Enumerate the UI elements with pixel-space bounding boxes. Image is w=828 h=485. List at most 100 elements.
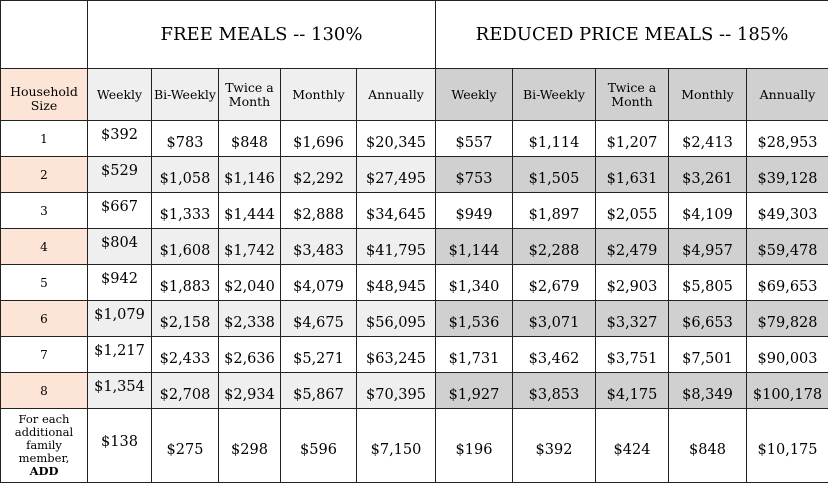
corner-cell: [0, 0, 88, 69]
free-twice-month-cell: $1,146: [218, 156, 281, 193]
cell-value: $2,903: [606, 278, 658, 295]
free-twice-month-cell: $848: [218, 120, 281, 157]
cell-value: $1,058: [159, 170, 211, 187]
reduced-weekly-cell: $949: [435, 192, 513, 229]
free-biweekly-cell: $1,883: [151, 264, 219, 301]
cell-value: $48,945: [366, 278, 426, 295]
free-monthly-header: Monthly: [280, 68, 357, 121]
table-row: 3 $667 $1,333 $1,444 $2,888 $34,645 $949 $1,897…: [0, 192, 828, 229]
cell-value: $4,079: [293, 278, 344, 295]
cell-value: $3,483: [293, 242, 344, 259]
free-annually-cell: $48,945: [356, 264, 436, 301]
reduced-twice-month-cell: $1,631: [595, 156, 669, 193]
cell-value: $27,495: [366, 170, 426, 187]
free-twice-month-cell: $2,934: [218, 372, 281, 409]
free-annually-cell: $41,795: [356, 228, 436, 265]
cell-value: $1,731: [448, 350, 500, 367]
additional-free-twice-month-cell: $298: [218, 408, 281, 483]
cell-value: $2,708: [159, 386, 211, 403]
reduced-annually-cell: $100,178: [745, 372, 828, 409]
cell-value: $49,303: [757, 206, 818, 223]
free-twice-month-cell: $1,444: [218, 192, 281, 229]
reduced-biweekly-cell: $1,114: [512, 120, 596, 157]
cell-value: $1,444: [224, 206, 275, 223]
reduced-weekly-cell: $1,731: [435, 336, 513, 373]
additional-label-line: family: [26, 438, 62, 452]
cell-value: $1,696: [293, 134, 344, 151]
cell-value: $41,795: [366, 242, 426, 259]
cell-value: $1,146: [224, 170, 275, 187]
cell-value: $275: [166, 441, 204, 458]
reduced-weekly-cell: $557: [435, 120, 513, 157]
additional-label-line: member,: [18, 451, 70, 465]
free-annually-header: Annually: [356, 68, 436, 121]
cell-value: $79,828: [757, 314, 818, 331]
household-size-header: Household Size: [0, 68, 88, 121]
table-row: 6 $1,079 $2,158 $2,338 $4,675 $56,095 $1,536 $3…: [0, 300, 828, 337]
reduced-monthly-cell: $7,501: [668, 336, 747, 373]
additional-reduced-biweekly-cell: $392: [512, 408, 596, 483]
household-size-cell: 2: [0, 156, 88, 193]
reduced-twice-month-cell: $2,479: [595, 228, 669, 265]
table-row: 8 $1,354 $2,708 $2,934 $5,867 $70,395 $1,927 $3…: [0, 372, 828, 409]
cell-value: $70,395: [366, 386, 426, 403]
free-annually-cell: $20,345: [356, 120, 436, 157]
cell-value: $2,158: [159, 314, 211, 331]
free-annually-cell: $70,395: [356, 372, 436, 409]
reduced-monthly-cell: $8,349: [668, 372, 747, 409]
free-weekly-cell: $667: [87, 192, 152, 229]
household-size-cell: 6: [0, 300, 88, 337]
reduced-biweekly-cell: $3,462: [512, 336, 596, 373]
cell-value: $1,883: [159, 278, 211, 295]
cell-value: $1,505: [528, 170, 580, 187]
cell-value: $100,178: [752, 386, 823, 403]
reduced-weekly-cell: $1,927: [435, 372, 513, 409]
reduced-meals-title: REDUCED PRICE MEALS -- 185%: [434, 0, 828, 69]
reduced-weekly-cell: $1,144: [435, 228, 513, 265]
reduced-biweekly-cell: $1,505: [512, 156, 596, 193]
reduced-twice-month-cell: $4,175: [595, 372, 669, 409]
cell-value: $1,742: [224, 242, 275, 259]
free-annually-cell: $34,645: [356, 192, 436, 229]
cell-value: $1,207: [606, 134, 658, 151]
free-weekly-cell: $392: [87, 120, 152, 157]
free-monthly-cell: $1,696: [280, 120, 357, 157]
reduced-biweekly-cell: $3,853: [512, 372, 596, 409]
cell-value: $1,217: [94, 342, 145, 359]
reduced-biweekly-cell: $2,288: [512, 228, 596, 265]
reduced-monthly-cell: $2,413: [668, 120, 747, 157]
cell-value: $804: [101, 234, 138, 251]
cell-value: $3,751: [606, 350, 658, 367]
reduced-annually-header: Annually: [745, 68, 828, 121]
table-row: 7 $1,217 $2,433 $2,636 $5,271 $63,245 $1,731 $3…: [0, 336, 828, 373]
free-annually-cell: $56,095: [356, 300, 436, 337]
cell-value: $3,071: [528, 314, 580, 331]
reduced-annually-cell: $28,953: [745, 120, 828, 157]
reduced-monthly-cell: $6,653: [668, 300, 747, 337]
cell-value: $34,645: [366, 206, 426, 223]
free-biweekly-cell: $783: [151, 120, 219, 157]
reduced-monthly-header: Monthly: [668, 68, 747, 121]
reduced-biweekly-cell: $2,679: [512, 264, 596, 301]
cell-value: $7,150: [370, 441, 422, 458]
cell-value: $2,479: [606, 242, 658, 259]
free-monthly-cell: $2,292: [280, 156, 357, 193]
reduced-biweekly-cell: $3,071: [512, 300, 596, 337]
cell-value: $848: [689, 441, 726, 458]
cell-value: $753: [455, 170, 493, 187]
free-twice-month-header: Twice a Month: [218, 68, 281, 121]
cell-value: $4,675: [293, 314, 344, 331]
cell-value: $1,144: [448, 242, 500, 259]
cell-value: $667: [101, 198, 138, 215]
reduced-weekly-cell: $1,536: [435, 300, 513, 337]
cell-value: $7,501: [682, 350, 733, 367]
reduced-weekly-cell: $753: [435, 156, 513, 193]
cell-value: $1,354: [94, 378, 145, 395]
cell-value: $2,433: [159, 350, 211, 367]
cell-value: $529: [101, 162, 138, 179]
cell-value: $4,109: [682, 206, 733, 223]
cell-value: $2,292: [293, 170, 344, 187]
cell-value: $2,413: [682, 134, 733, 151]
cell-value: $2,636: [224, 350, 275, 367]
free-twice-month-cell: $1,742: [218, 228, 281, 265]
